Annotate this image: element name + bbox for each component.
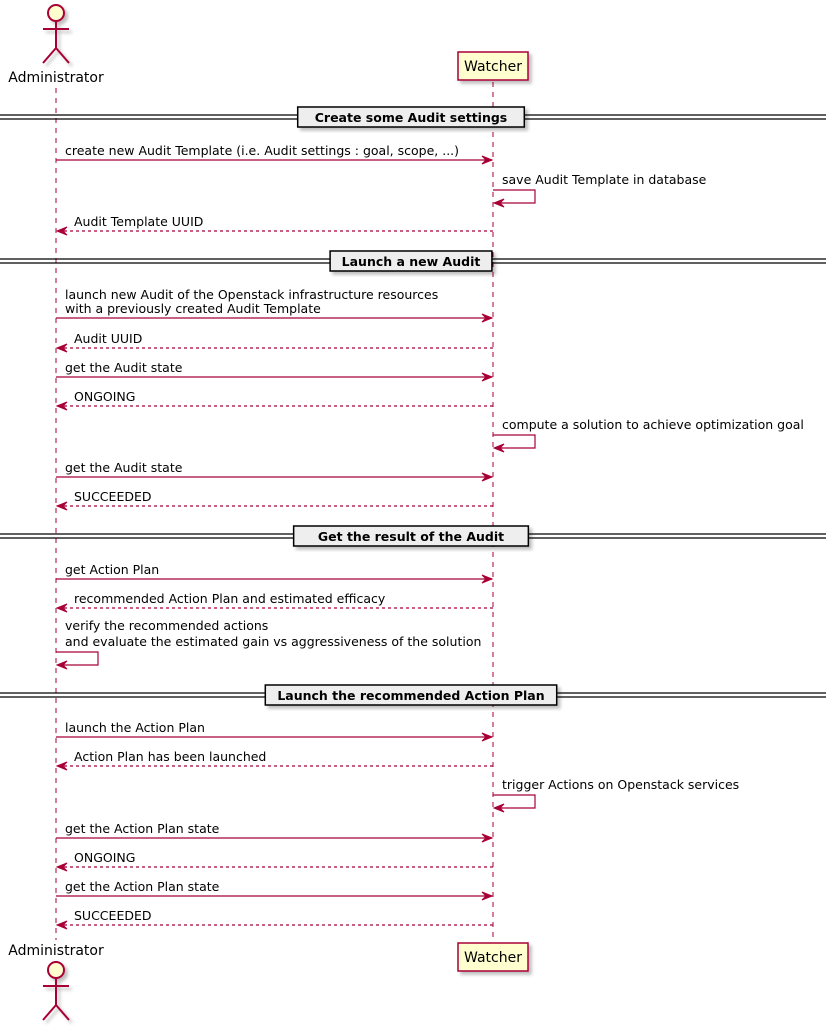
divider-title: Create some Audit settings (315, 110, 508, 125)
arrowhead-icon (55, 920, 68, 930)
actor-label: Administrator (8, 70, 104, 86)
message-label: with a previously created Audit Template (65, 301, 321, 316)
section-divider: Launch the recommended Action Plan (0, 684, 826, 706)
message-return: ONGOING (55, 850, 493, 872)
divider-title: Get the result of the Audit (318, 529, 504, 544)
section-divider: Create some Audit settings (0, 106, 826, 128)
message-label: Action Plan has been launched (74, 749, 266, 764)
message-label: get Action Plan (65, 562, 159, 577)
divider-box (292, 525, 530, 547)
arrowhead-icon (481, 472, 494, 482)
self-arrow-line (56, 651, 99, 666)
arrowhead-icon (481, 155, 494, 165)
message-self: save Audit Template in database (492, 172, 707, 208)
section-divider: Get the result of the Audit (0, 525, 826, 547)
message-label: get the Audit state (65, 360, 183, 375)
arrowhead-icon (55, 343, 68, 353)
arrowhead-icon (55, 226, 68, 236)
arrowhead-icon (481, 833, 494, 843)
participant-administrator-top: Administrator (8, 4, 104, 86)
arrowhead-icon (492, 803, 505, 813)
message-label: verify the recommended actions (65, 618, 268, 633)
self-arrow-line (493, 434, 536, 449)
actor-head (47, 4, 65, 22)
message-label: create new Audit Template (i.e. Audit se… (65, 143, 459, 158)
participant-box (457, 51, 529, 81)
message-label: and evaluate the estimated gain vs aggre… (65, 634, 481, 649)
divider-title: Launch the recommended Action Plan (277, 688, 544, 703)
message-sync: create new Audit Template (i.e. Audit se… (56, 143, 494, 165)
arrowhead-icon (55, 501, 68, 511)
message-label: get the Audit state (65, 460, 183, 475)
divider-box (329, 250, 493, 272)
arrowhead-icon (55, 761, 68, 771)
message-return: Audit UUID (55, 331, 493, 353)
message-sync: get Action Plan (56, 562, 494, 584)
message-label: get the Action Plan state (65, 879, 220, 894)
participant-watcher-top: Watcher (457, 51, 529, 81)
self-arrow-line (493, 794, 536, 809)
message-return: Action Plan has been launched (55, 749, 493, 771)
message-label: SUCCEEDED (74, 489, 151, 504)
arrowhead-icon (55, 603, 68, 613)
message-label: recommended Action Plan and estimated ef… (74, 591, 386, 606)
arrowhead-icon (55, 401, 68, 411)
arrowhead-icon (492, 198, 505, 208)
participant-label: Watcher (464, 59, 522, 75)
message-return: ONGOING (55, 389, 493, 411)
message-return: recommended Action Plan and estimated ef… (55, 591, 493, 613)
message-label: trigger Actions on Openstack services (502, 777, 739, 792)
arrowhead-icon (481, 891, 494, 901)
message-sync: launch new Audit of the Openstack infras… (56, 287, 494, 323)
actor-head (47, 961, 65, 979)
divider-title: Launch a new Audit (342, 254, 481, 269)
message-sync: get the Action Plan state (56, 821, 494, 843)
message-return: SUCCEEDED (55, 908, 493, 930)
message-label: launch the Action Plan (65, 720, 205, 735)
message-self: trigger Actions on Openstack services (492, 777, 739, 813)
section-divider: Launch a new Audit (0, 250, 826, 272)
message-sync: get the Audit state (56, 360, 494, 382)
arrowhead-icon (492, 443, 505, 453)
participant-watcher-bottom: Watcher (457, 942, 529, 972)
divider-box (264, 684, 558, 706)
participant-box (457, 942, 529, 972)
message-sync: get the Action Plan state (56, 879, 494, 901)
message-label: get the Action Plan state (65, 821, 220, 836)
actor-legs (42, 46, 70, 64)
message-label: Audit Template UUID (74, 214, 203, 229)
arrowhead-icon (55, 660, 68, 670)
message-sync: get the Audit state (56, 460, 494, 482)
arrowhead-icon (481, 313, 494, 323)
message-sync: launch the Action Plan (56, 720, 494, 742)
actor-figure-icon (42, 4, 70, 64)
message-label: compute a solution to achieve optimizati… (502, 417, 804, 432)
participant-administrator-bottom: Administrator (8, 943, 104, 1021)
message-label: SUCCEEDED (74, 908, 151, 923)
message-return: SUCCEEDED (55, 489, 493, 511)
participant-label: Watcher (464, 950, 522, 966)
arrowhead-icon (481, 372, 494, 382)
arrowhead-icon (481, 732, 494, 742)
actor-legs (42, 1003, 70, 1021)
message-return: Audit Template UUID (55, 214, 493, 236)
message-label: ONGOING (74, 389, 135, 404)
actor-label: Administrator (8, 943, 104, 959)
actor-figure-icon (42, 961, 70, 1021)
arrowhead-icon (481, 574, 494, 584)
message-label: save Audit Template in database (502, 172, 707, 187)
arrowhead-icon (55, 862, 68, 872)
message-label: Audit UUID (74, 331, 142, 346)
message-label: ONGOING (74, 850, 135, 865)
divider-box (296, 106, 526, 128)
message-label: launch new Audit of the Openstack infras… (65, 287, 438, 302)
message-self: compute a solution to achieve optimizati… (492, 417, 804, 453)
self-arrow-line (493, 189, 536, 204)
